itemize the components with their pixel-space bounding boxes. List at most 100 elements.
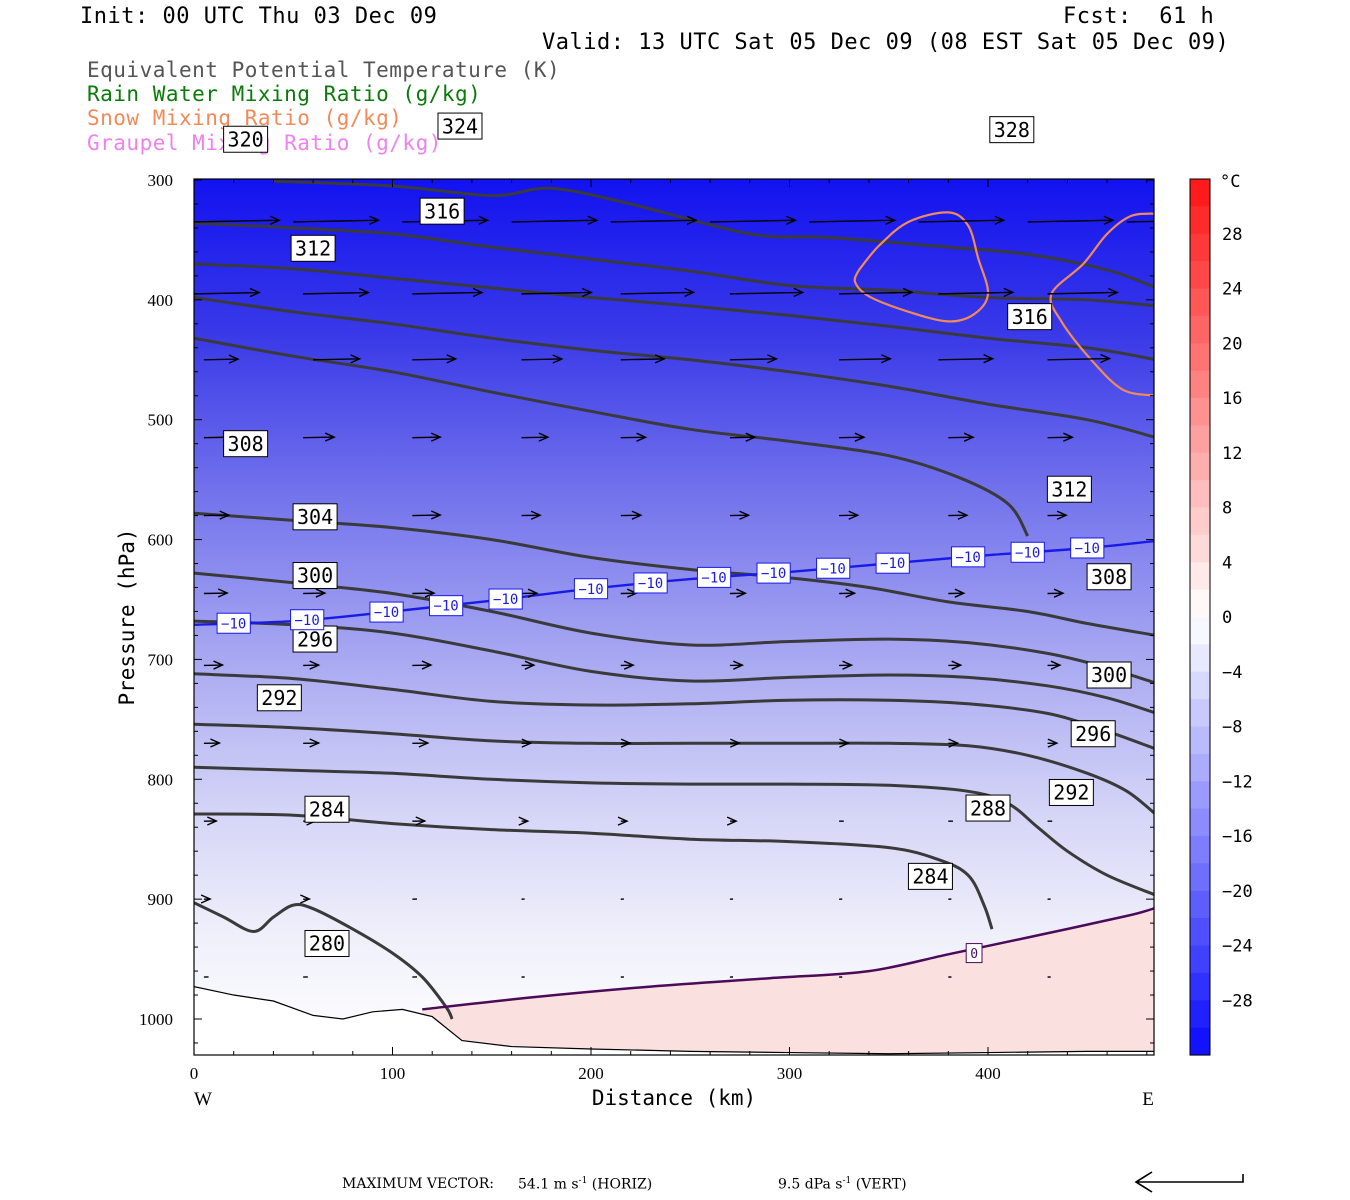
isotherm-label-m10-text: −10 (1075, 541, 1100, 557)
wind-vector (938, 354, 995, 364)
colorbar-swatch (1190, 836, 1210, 864)
y-tick-label: 600 (148, 531, 174, 550)
wind-vector (610, 215, 698, 225)
wind-vector (729, 588, 748, 598)
isotherm-label-m10-text: −10 (761, 566, 786, 582)
theta-e-label-text: 316 (1012, 305, 1048, 329)
isotherm-label-m10: −10 (756, 562, 791, 584)
max-vector-horiz: 54.1 m s-1 (HORIZ) (518, 1176, 652, 1193)
wind-vector (521, 660, 536, 670)
theta-e-label-text: 308 (1091, 565, 1127, 589)
wind-vector-head (767, 354, 779, 364)
x-axis-label: Distance (km) (592, 1086, 756, 1110)
theta-e-label: 304 (292, 503, 338, 531)
colorbar-swatch (1190, 972, 1210, 1001)
colorbar-tick-label: 20 (1222, 334, 1242, 354)
wind-vector (412, 287, 484, 298)
wind-vector (839, 660, 854, 670)
wind-vector (303, 738, 321, 748)
theta-e-label-box (437, 112, 483, 140)
wind-vector-head (358, 287, 370, 298)
colorbar-swatch (1190, 562, 1210, 591)
wind-vector-head (880, 354, 892, 364)
wind-vector-shaft (313, 358, 360, 361)
theta-e-label-box (1007, 303, 1053, 331)
wind-vector-shaft (412, 358, 456, 361)
temperature-field (194, 179, 1154, 1055)
wind-vector (518, 816, 530, 826)
theta-e-label-box (965, 794, 1011, 822)
wind-vector-head (324, 432, 336, 442)
wind-vector-shaft (1047, 291, 1118, 295)
colorbar-frame (1189, 178, 1211, 1056)
theta-e-contour-312 (194, 336, 1030, 537)
horiz-exponent: -1 (578, 1176, 588, 1186)
isotherm-label-m10-box (951, 546, 986, 568)
wind-vector (938, 287, 1015, 298)
isotherm-label-m10-box (756, 562, 791, 584)
wind-vector-head (300, 894, 312, 904)
isotherm-label-m10: −10 (696, 566, 732, 588)
wind-vector-shaft (203, 358, 239, 361)
theta-e-label-box (907, 862, 953, 890)
wind-vector (200, 894, 212, 904)
wind-vector-head (729, 738, 741, 748)
isotherm-label-m10-box (369, 601, 404, 623)
theta-e-label-text: 284 (912, 865, 948, 889)
colorbar-tick-label: −4 (1222, 663, 1242, 683)
colorbar-tick-label: 28 (1222, 225, 1242, 245)
legend-theta-e: Equivalent Potential Temperature (K) (87, 58, 561, 82)
wind-vector-head (581, 287, 593, 298)
wind-vector (303, 588, 327, 598)
wind-vector-head (902, 287, 914, 298)
wind-vector-head (200, 894, 212, 904)
wind-vector-head (1100, 353, 1112, 364)
colorbar-unit: °C (1220, 172, 1240, 192)
colorbar-swatch (1190, 425, 1210, 454)
colorbar-swatch (1190, 179, 1210, 207)
wind-vector-head (521, 738, 533, 748)
wind-vector (729, 510, 751, 520)
colorbar-tick-label: 8 (1222, 499, 1232, 519)
colorbar-swatch (1190, 534, 1210, 563)
colorbar-swatch (1190, 808, 1210, 837)
wind-vector-head (1053, 588, 1065, 598)
wind-vector (1047, 287, 1120, 298)
isotherm-label-m10: −10 (573, 578, 609, 600)
wind-vector (303, 660, 321, 670)
wind-vector (620, 354, 666, 364)
wind-vector (521, 354, 564, 364)
wind-vector-shaft (918, 219, 1004, 223)
wind-vector-head (350, 354, 362, 364)
wind-vector (729, 432, 757, 442)
colorbar-swatch (1190, 315, 1210, 344)
wind-vector-head (518, 816, 530, 826)
snow-contour-0 (853, 211, 990, 323)
theta-e-label: 296 (292, 625, 338, 653)
theta-e-contour-328 (273, 179, 1154, 289)
isotherm-label-m10-text: −10 (1015, 545, 1040, 561)
wind-vector-shaft (610, 219, 697, 223)
theta-e-label-text: 312 (295, 237, 331, 261)
wind-vector (303, 432, 336, 442)
x-tick-label: 0 (190, 1064, 199, 1083)
wind-vector (203, 510, 231, 520)
wind-vector (617, 816, 629, 826)
wind-vector-shaft (412, 291, 483, 295)
theta-e-label: 324 (437, 112, 483, 140)
colorbar-swatch (1190, 699, 1210, 728)
isotherm-label-m10: −10 (816, 557, 851, 579)
wind-vector-shaft (511, 219, 597, 223)
wind-vector-head (309, 738, 321, 748)
theta-e-label: 280 (304, 929, 350, 957)
x-tick-label: 100 (380, 1064, 406, 1083)
wind-vector-head (733, 660, 745, 670)
colorbar-swatch (1190, 781, 1210, 810)
y-axis-label: Pressure (hPa) (115, 528, 139, 705)
colorbar-swatch (1190, 507, 1210, 536)
colorbar-tick-label: −16 (1222, 827, 1253, 847)
wind-vector-shaft (412, 514, 441, 517)
theta-e-label-box (223, 430, 269, 458)
wind-vector (1047, 432, 1075, 442)
wind-vector (521, 510, 542, 520)
